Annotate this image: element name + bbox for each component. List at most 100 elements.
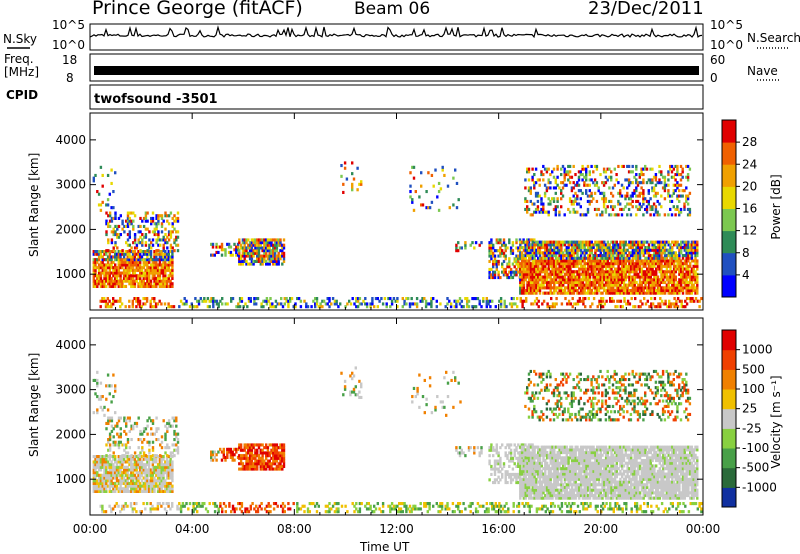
echo-cell: [603, 240, 606, 244]
echo-cell: [612, 286, 615, 290]
echo-cell: [678, 278, 681, 282]
echo-cell: [680, 264, 683, 268]
echo-cell: [119, 440, 122, 444]
echo-cell: [162, 473, 165, 477]
echo-cell: [124, 455, 128, 459]
echo-cell: [553, 278, 556, 282]
echo-cell: [596, 264, 599, 268]
echo-cell: [686, 197, 690, 201]
echo-cell: [167, 476, 170, 480]
echo-cell: [562, 280, 565, 284]
echo-cell: [130, 465, 133, 469]
echo-cell: [529, 291, 533, 295]
echo-cell: [108, 214, 112, 218]
echo-cell: [513, 257, 516, 261]
echo-cell: [146, 455, 149, 459]
echo-cell: [638, 267, 642, 271]
echo-cell: [563, 178, 566, 182]
echo-cell: [92, 279, 95, 283]
echo-cell: [115, 279, 119, 283]
echo-cell: [694, 270, 697, 274]
echo-cell: [640, 286, 644, 290]
echo-cell: [524, 278, 527, 282]
echo-cell: [219, 299, 222, 303]
echo-cell: [570, 259, 574, 263]
echo-cell: [265, 238, 268, 242]
echo-cell: [497, 259, 500, 263]
echo-cell: [687, 280, 690, 284]
echo-cell: [492, 243, 495, 247]
echo-cell: [467, 305, 471, 309]
echo-cell: [508, 238, 511, 242]
echo-cell: [522, 256, 526, 260]
echo-cell: [553, 291, 556, 295]
echo-cell: [547, 286, 551, 290]
echo-cell: [144, 276, 147, 280]
echo-cell: [151, 421, 155, 425]
echo-cell: [105, 203, 108, 207]
echo-cell: [99, 260, 103, 264]
echo-cell: [135, 260, 138, 264]
echo-cell: [208, 305, 211, 309]
echo-cell: [140, 266, 144, 270]
echo-cell: [188, 305, 192, 309]
echo-cell: [155, 282, 158, 286]
echo-cell: [567, 270, 570, 274]
echo-cell: [151, 263, 154, 267]
echo-cell: [609, 299, 612, 303]
echo-cell: [215, 242, 218, 246]
echo-cell: [137, 476, 140, 480]
echo-cell: [585, 183, 588, 187]
echo-cell: [653, 254, 656, 258]
echo-cell: [119, 297, 122, 301]
echo-cell: [106, 271, 110, 275]
echo-cell: [683, 259, 686, 263]
echo-cell: [553, 270, 556, 274]
echo-cell: [259, 254, 262, 258]
echo-cell: [124, 484, 128, 488]
echo-cell: [185, 302, 188, 306]
echo-cell: [651, 278, 654, 282]
echo-cell: [137, 457, 140, 461]
echo-cell: [142, 216, 146, 220]
echo-cell: [638, 207, 641, 211]
echo-cell: [126, 479, 129, 483]
echo-cell: [164, 481, 167, 485]
echo-cell: [105, 487, 108, 491]
echo-cell: [268, 259, 271, 263]
echo-cell: [281, 249, 284, 253]
echo-cell: [670, 164, 674, 168]
echo-cell: [522, 280, 526, 284]
echo-cell: [576, 240, 579, 244]
echo-cell: [543, 194, 547, 198]
echo-cell: [492, 273, 495, 277]
echo-cell: [231, 455, 234, 459]
echo-cell: [105, 284, 108, 288]
echo-cell: [592, 181, 595, 185]
echo-cell: [685, 264, 688, 268]
echo-cell: [125, 241, 128, 245]
echo-cell: [289, 297, 292, 301]
echo-cell: [533, 251, 536, 255]
echo-cell: [229, 450, 233, 454]
echo-cell: [130, 282, 133, 286]
echo-cell: [556, 240, 559, 244]
echo-cell: [522, 254, 526, 258]
echo-cell: [167, 266, 170, 270]
echo-cell: [124, 263, 128, 267]
echo-cell: [610, 248, 613, 252]
echo-cell: [137, 274, 140, 278]
echo-cell: [535, 291, 538, 295]
echo-cell: [448, 206, 451, 210]
echo-cell: [151, 481, 154, 485]
echo-cell: [265, 249, 268, 253]
echo-cell: [92, 471, 95, 475]
echo-cell: [527, 238, 531, 242]
echo-cell: [672, 280, 676, 284]
echo-cell: [117, 487, 120, 491]
echo-cell: [121, 222, 124, 226]
echo-cell: [556, 205, 559, 209]
echo-cell: [499, 251, 502, 255]
echo-cell: [108, 448, 112, 452]
echo-cell: [96, 395, 99, 399]
